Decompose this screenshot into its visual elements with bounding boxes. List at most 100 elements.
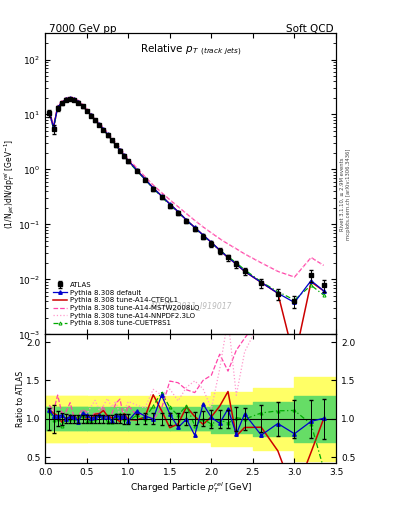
Pythia 8.308 default <box>184 217 189 223</box>
Pythia 8.308 default <box>84 108 89 114</box>
Pythia 8.308 default <box>201 232 206 238</box>
Pythia 8.308 default <box>292 300 297 306</box>
Pythia 8.308 tune-CUETP8S1 <box>114 142 118 148</box>
Pythia 8.308 tune-A14-CTEQL1 <box>64 96 68 102</box>
Pythia 8.308 default <box>176 209 180 215</box>
Pythia 8.308 tune-A14-MSTW2008LO <box>134 165 139 171</box>
Pythia 8.308 tune-A14-MSTW2008LO <box>292 274 297 280</box>
Pythia 8.308 tune-CUETP8S1 <box>55 105 60 111</box>
Pythia 8.308 tune-A14-NNPDF2.3LO <box>309 254 314 261</box>
Pythia 8.308 tune-A14-MSTW2008LO <box>101 124 106 131</box>
Pythia 8.308 tune-A14-NNPDF2.3LO <box>275 268 280 274</box>
Pythia 8.308 tune-A14-NNPDF2.3LO <box>259 260 264 266</box>
Pythia 8.308 tune-A14-NNPDF2.3LO <box>72 95 77 101</box>
X-axis label: Charged Particle $p_{T}^{rel}$ [GeV]: Charged Particle $p_{T}^{rel}$ [GeV] <box>130 480 252 495</box>
Pythia 8.308 default <box>126 158 130 164</box>
Pythia 8.308 default <box>242 268 247 274</box>
Pythia 8.308 tune-A14-CTEQL1 <box>88 112 93 118</box>
Pythia 8.308 tune-A14-NNPDF2.3LO <box>209 230 214 236</box>
Pythia 8.308 tune-A14-NNPDF2.3LO <box>118 145 122 151</box>
Pythia 8.308 tune-CUETP8S1 <box>59 100 64 106</box>
Pythia 8.308 default <box>59 99 64 105</box>
Pythia 8.308 tune-A14-NNPDF2.3LO <box>93 115 97 121</box>
Pythia 8.308 tune-A14-CTEQL1 <box>309 279 314 285</box>
Pythia 8.308 tune-CUETP8S1 <box>292 297 297 303</box>
Pythia 8.308 tune-A14-CTEQL1 <box>234 261 239 267</box>
Pythia 8.308 default <box>217 247 222 253</box>
Text: Soft QCD: Soft QCD <box>286 24 333 34</box>
Text: Rivet 3.1.10, ≥ 2.9M events: Rivet 3.1.10, ≥ 2.9M events <box>340 158 345 231</box>
Line: Pythia 8.308 tune-A14-MSTW2008LO: Pythia 8.308 tune-A14-MSTW2008LO <box>50 97 323 277</box>
Pythia 8.308 tune-A14-NNPDF2.3LO <box>59 98 64 104</box>
Pythia 8.308 tune-A14-CTEQL1 <box>226 254 230 261</box>
Pythia 8.308 tune-A14-CTEQL1 <box>101 126 106 132</box>
Pythia 8.308 tune-CUETP8S1 <box>184 218 189 224</box>
Pythia 8.308 tune-A14-CTEQL1 <box>72 96 77 102</box>
Pythia 8.308 tune-CUETP8S1 <box>118 147 122 154</box>
Pythia 8.308 tune-A14-MSTW2008LO <box>97 120 101 126</box>
Pythia 8.308 default <box>101 126 106 132</box>
Pythia 8.308 tune-CUETP8S1 <box>217 247 222 253</box>
Pythia 8.308 tune-A14-NNPDF2.3LO <box>217 236 222 242</box>
Pythia 8.308 tune-A14-MSTW2008LO <box>118 145 122 151</box>
Pythia 8.308 tune-A14-CTEQL1 <box>109 137 114 143</box>
Pythia 8.308 tune-A14-CTEQL1 <box>143 176 147 182</box>
Pythia 8.308 tune-A14-CTEQL1 <box>59 99 64 105</box>
Pythia 8.308 tune-A14-MSTW2008LO <box>55 102 60 109</box>
Pythia 8.308 default <box>151 185 156 191</box>
Pythia 8.308 tune-A14-NNPDF2.3LO <box>234 246 239 252</box>
Pythia 8.308 tune-A14-CTEQL1 <box>151 185 156 191</box>
Pythia 8.308 tune-A14-MSTW2008LO <box>151 182 156 188</box>
Pythia 8.308 default <box>97 121 101 127</box>
Pythia 8.308 tune-A14-NNPDF2.3LO <box>76 97 81 103</box>
Pythia 8.308 tune-A14-MSTW2008LO <box>184 210 189 217</box>
Pythia 8.308 default <box>64 96 68 102</box>
Pythia 8.308 default <box>226 254 230 261</box>
Pythia 8.308 tune-A14-MSTW2008LO <box>126 156 130 162</box>
Pythia 8.308 tune-A14-CTEQL1 <box>114 142 118 148</box>
Pythia 8.308 tune-CUETP8S1 <box>76 99 81 105</box>
Pythia 8.308 tune-A14-MSTW2008LO <box>84 105 89 112</box>
Pythia 8.308 default <box>234 261 239 267</box>
Pythia 8.308 tune-A14-CTEQL1 <box>68 95 72 101</box>
Pythia 8.308 default <box>275 290 280 296</box>
Pythia 8.308 tune-A14-CTEQL1 <box>209 239 214 245</box>
Pythia 8.308 tune-A14-CTEQL1 <box>105 131 110 137</box>
Pythia 8.308 tune-A14-MSTW2008LO <box>259 260 264 266</box>
Pythia 8.308 tune-A14-NNPDF2.3LO <box>105 130 110 136</box>
Pythia 8.308 tune-A14-NNPDF2.3LO <box>167 197 172 203</box>
Pythia 8.308 tune-A14-MSTW2008LO <box>105 130 110 136</box>
Pythia 8.308 tune-A14-CTEQL1 <box>275 290 280 296</box>
Pythia 8.308 tune-A14-CTEQL1 <box>159 193 164 199</box>
Pythia 8.308 default <box>259 280 264 286</box>
Pythia 8.308 tune-A14-MSTW2008LO <box>234 246 239 252</box>
Pythia 8.308 tune-A14-MSTW2008LO <box>51 123 56 129</box>
Pythia 8.308 tune-A14-CTEQL1 <box>55 104 60 111</box>
Pythia 8.308 tune-CUETP8S1 <box>72 96 77 102</box>
Pythia 8.308 tune-A14-CTEQL1 <box>97 121 101 127</box>
Pythia 8.308 tune-A14-CTEQL1 <box>80 102 85 109</box>
Pythia 8.308 default <box>122 153 127 159</box>
Pythia 8.308 default <box>76 99 81 105</box>
Pythia 8.308 tune-A14-CTEQL1 <box>176 209 180 215</box>
Legend: ATLAS, Pythia 8.308 default, Pythia 8.308 tune-A14-CTEQL1, Pythia 8.308 tune-A14: ATLAS, Pythia 8.308 default, Pythia 8.30… <box>51 281 200 328</box>
Pythia 8.308 tune-A14-NNPDF2.3LO <box>109 135 114 141</box>
Pythia 8.308 tune-A14-CTEQL1 <box>47 109 52 115</box>
Pythia 8.308 tune-A14-MSTW2008LO <box>64 95 68 101</box>
Pythia 8.308 tune-A14-NNPDF2.3LO <box>201 224 206 230</box>
Pythia 8.308 tune-CUETP8S1 <box>68 95 72 101</box>
Pythia 8.308 default <box>159 193 164 199</box>
Pythia 8.308 tune-A14-MSTW2008LO <box>68 94 72 100</box>
Pythia 8.308 default <box>72 96 77 102</box>
Line: Pythia 8.308 tune-A14-CTEQL1: Pythia 8.308 tune-A14-CTEQL1 <box>50 98 323 359</box>
Pythia 8.308 tune-A14-MSTW2008LO <box>226 241 230 247</box>
Pythia 8.308 tune-CUETP8S1 <box>176 209 180 216</box>
Pythia 8.308 tune-A14-NNPDF2.3LO <box>84 105 89 112</box>
Pythia 8.308 tune-CUETP8S1 <box>88 112 93 118</box>
Pythia 8.308 tune-CUETP8S1 <box>109 137 114 143</box>
Pythia 8.308 tune-CUETP8S1 <box>122 153 127 159</box>
Pythia 8.308 tune-A14-NNPDF2.3LO <box>321 262 326 268</box>
Pythia 8.308 tune-A14-CTEQL1 <box>76 99 81 105</box>
Pythia 8.308 tune-A14-MSTW2008LO <box>59 98 64 104</box>
Pythia 8.308 tune-A14-CTEQL1 <box>321 288 326 294</box>
